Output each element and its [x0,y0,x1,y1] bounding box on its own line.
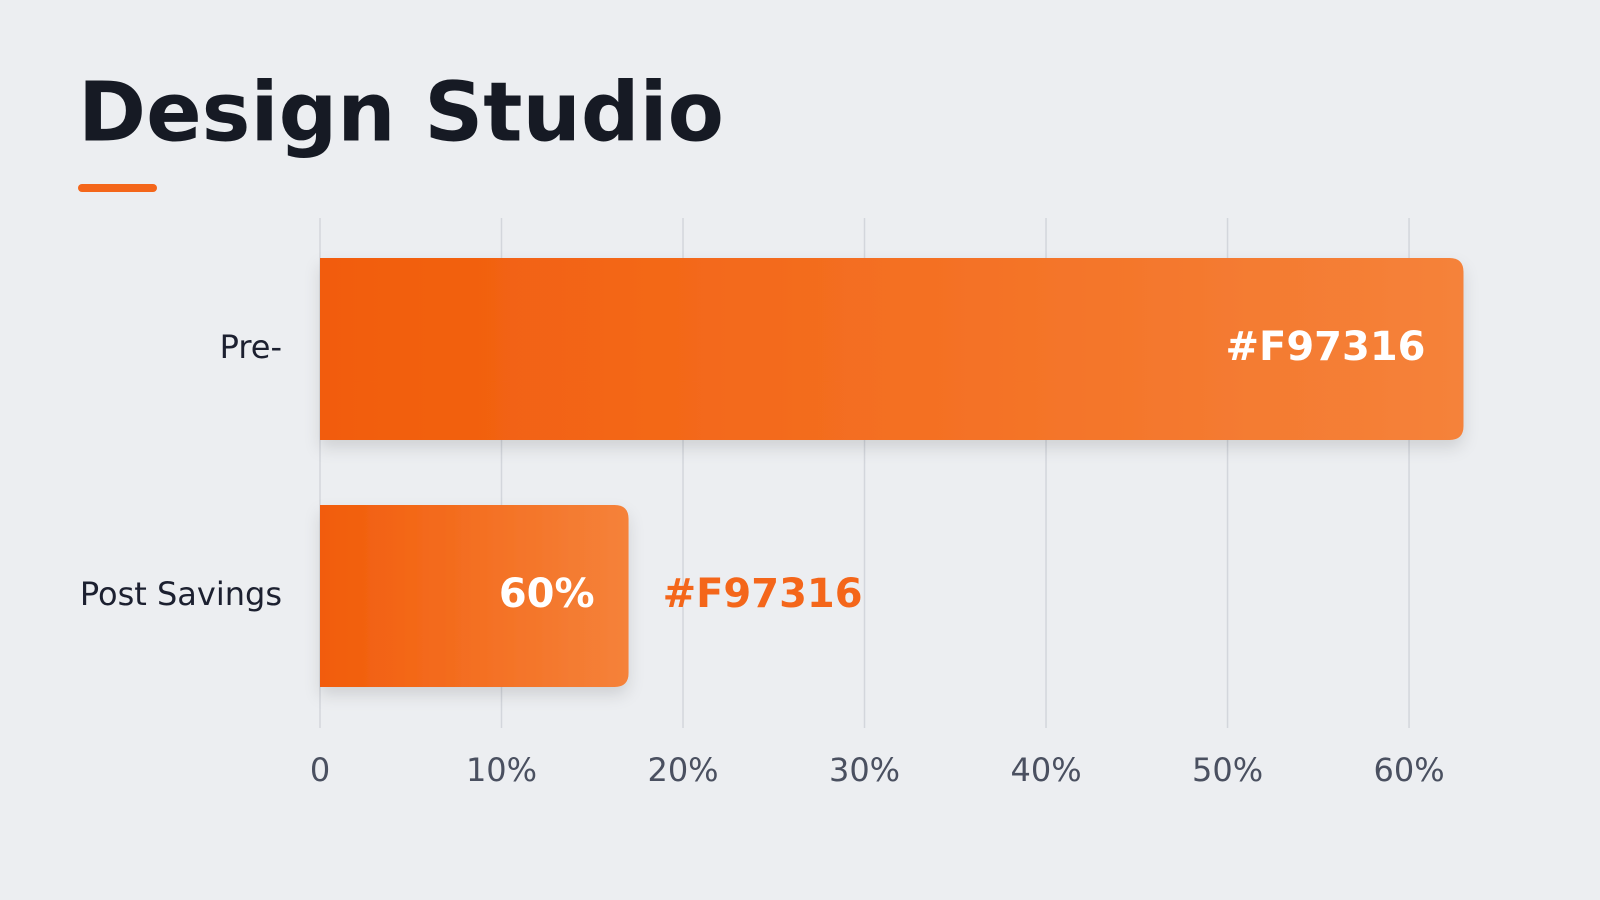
y-tick-label: Pre- [220,328,282,366]
x-tick-label: 20% [647,751,718,789]
title-underline [78,184,157,192]
x-tick-label: 0 [310,751,330,789]
annotation: #F97316 [663,571,863,617]
x-tick-label: 50% [1192,751,1263,789]
bar [320,505,629,687]
annotation: 60% [499,571,595,617]
annotation: #F97316 [1226,324,1426,370]
x-tick-label: 60% [1373,751,1444,789]
chart-title: Design Studio [78,65,724,160]
x-tick-label: 10% [466,751,537,789]
x-tick-label: 30% [829,751,900,789]
y-tick-label: Post Savings [80,575,282,613]
bar [320,258,1464,440]
x-tick-label: 40% [1010,751,1081,789]
